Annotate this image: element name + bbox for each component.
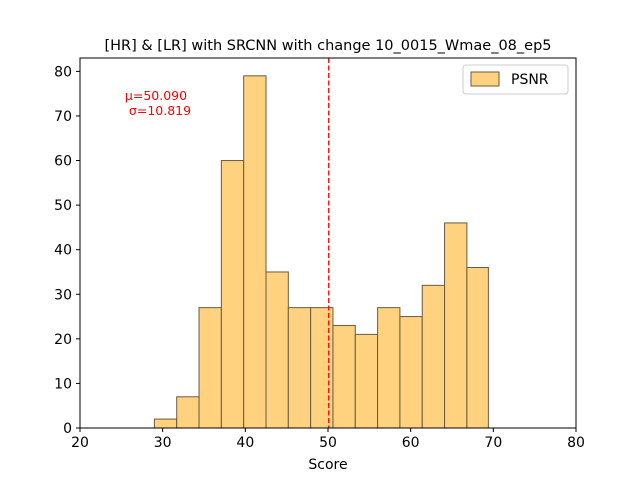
histogram-bars [153, 75, 489, 429]
x-tick-label: 70 [484, 435, 502, 451]
histogram-bar [198, 307, 222, 429]
histogram-bar [176, 396, 200, 429]
y-axis-ticks: 0 10 20 30 40 50 60 70 80 [54, 64, 80, 437]
mean-annotation: μ=50.090 [125, 88, 187, 103]
histogram-bar [444, 222, 468, 429]
histogram-bar [287, 307, 312, 429]
y-tick-label: 40 [54, 243, 72, 259]
std-annotation: σ=10.819 [129, 103, 191, 118]
chart-title: [HR] & [LR] with SRCNN with change 10_00… [104, 38, 551, 54]
x-tick-label: 30 [154, 435, 172, 451]
histogram-bar [399, 316, 423, 429]
x-axis-ticks: 20 30 40 50 60 70 80 [71, 428, 585, 451]
legend-swatch [470, 71, 500, 87]
histogram-bar [466, 267, 489, 429]
y-tick-label: 50 [54, 198, 72, 214]
legend: PSNR [462, 64, 569, 95]
y-tick-label: 0 [63, 421, 72, 437]
y-tick-label: 10 [54, 376, 72, 392]
y-tick-label: 80 [54, 64, 72, 80]
x-tick-label: 50 [319, 435, 337, 451]
x-tick-label: 20 [71, 435, 89, 451]
histogram-bar [265, 271, 289, 429]
y-tick-label: 20 [54, 332, 72, 348]
histogram-bar [243, 75, 267, 429]
y-tick-label: 70 [54, 109, 72, 125]
histogram-bar [354, 333, 379, 429]
plot-frame [79, 57, 577, 429]
y-tick-label: 60 [54, 154, 72, 170]
histogram-bar [153, 418, 178, 429]
histogram-bar [377, 307, 401, 429]
histogram-bar [220, 160, 245, 429]
histogram-bar [421, 284, 446, 429]
x-tick-label: 80 [567, 435, 585, 451]
x-tick-label: 40 [236, 435, 254, 451]
y-tick-label: 30 [54, 287, 72, 303]
legend-label-psnr: PSNR [511, 72, 549, 88]
histogram-bar [332, 324, 356, 429]
histogram-bar [310, 307, 334, 429]
x-axis-label: Score [308, 457, 347, 473]
x-tick-label: 60 [402, 435, 420, 451]
